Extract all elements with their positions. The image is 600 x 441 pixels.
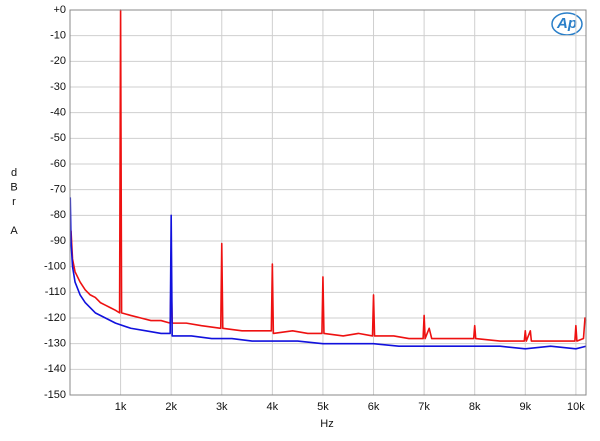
logo-ring xyxy=(551,12,583,36)
x-tick-label: 7k xyxy=(418,401,430,413)
y-tick-label: -150 xyxy=(44,389,66,401)
x-tick-label: 1k xyxy=(115,401,127,413)
x-tick-label: 9k xyxy=(519,401,531,413)
series-line xyxy=(70,9,587,342)
x-tick-label: 8k xyxy=(469,401,481,413)
y-tick-label: -100 xyxy=(44,261,66,273)
y-tick-label: -40 xyxy=(50,107,66,119)
plot-border xyxy=(69,9,587,396)
x-axis-label: Hz xyxy=(320,418,333,430)
y-tick-label: -140 xyxy=(44,363,66,375)
x-tick-label: 6k xyxy=(368,401,380,413)
y-tick-label: -130 xyxy=(44,338,66,350)
y-tick-label: -80 xyxy=(50,209,66,221)
y-tick-label: -10 xyxy=(50,30,66,42)
y-tick-label: -120 xyxy=(44,312,66,324)
y-tick-label: -70 xyxy=(50,184,66,196)
logo-text: Ap xyxy=(556,15,577,32)
plot-area xyxy=(69,9,587,396)
x-tick-label: 3k xyxy=(216,401,228,413)
x-tick-label: 5k xyxy=(317,401,329,413)
y-tick-label: -110 xyxy=(45,286,66,298)
series-line xyxy=(69,197,587,350)
y-tick-label: -30 xyxy=(50,81,66,93)
y-tick-label: -90 xyxy=(50,235,66,247)
y-tick-label: -50 xyxy=(50,132,66,144)
x-tick-label: 2k xyxy=(165,401,177,413)
logo: Ap xyxy=(551,12,583,36)
x-tick-label: 10k xyxy=(567,401,585,413)
y-tick-label: -20 xyxy=(50,55,66,67)
x-tick-label: 4k xyxy=(267,401,279,413)
y-tick-label: -60 xyxy=(50,158,66,170)
y-tick-label: +0 xyxy=(53,4,66,16)
